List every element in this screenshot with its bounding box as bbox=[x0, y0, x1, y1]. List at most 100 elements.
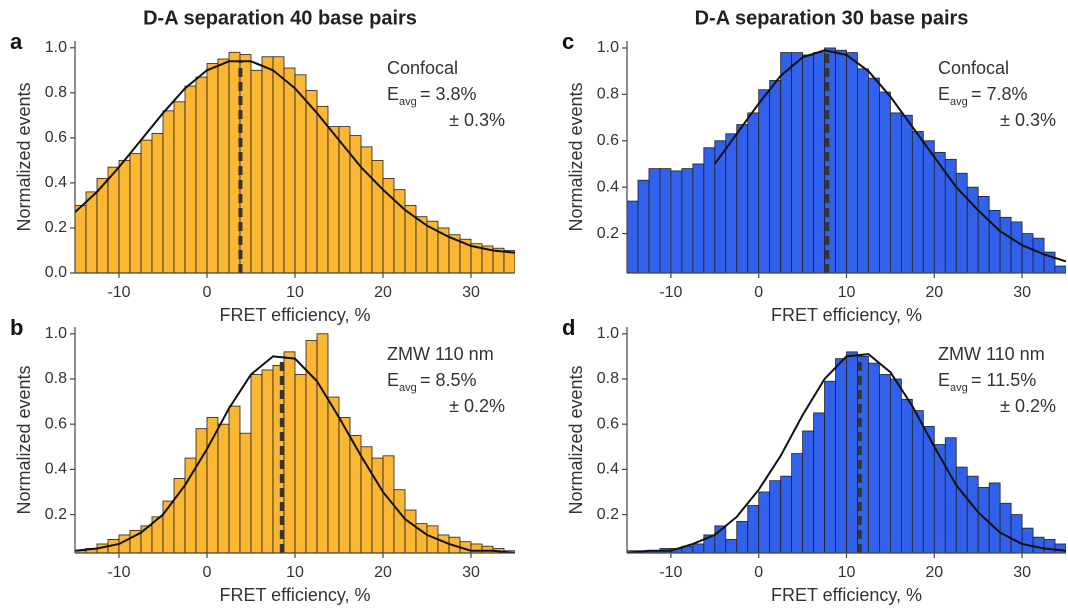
y-tick-label: 0.4 bbox=[45, 461, 67, 478]
bar bbox=[758, 491, 771, 553]
x-tick-label: 0 bbox=[203, 564, 212, 581]
annotation-method: Confocal bbox=[387, 58, 458, 78]
y-tick-label: 0.6 bbox=[597, 415, 619, 432]
bar bbox=[900, 114, 913, 273]
y-tick-label: 0.8 bbox=[597, 370, 619, 387]
bar bbox=[1010, 514, 1023, 553]
y-tick-label: 0.4 bbox=[597, 178, 619, 195]
annotation-error: ± 0.3% bbox=[1000, 110, 1056, 130]
y-tick-label: 0.6 bbox=[45, 129, 67, 146]
bar bbox=[250, 374, 263, 553]
x-tick-label: 10 bbox=[286, 564, 304, 581]
x-axis-label: FRET efficiency, % bbox=[771, 305, 922, 325]
bar bbox=[637, 179, 650, 273]
y-tick-label: 0.2 bbox=[45, 219, 67, 236]
bar bbox=[758, 89, 771, 273]
bar bbox=[988, 209, 1001, 273]
x-tick-label: 20 bbox=[925, 564, 943, 581]
bar bbox=[725, 133, 738, 273]
panel: 0.0 0.2 0.4 0.6 0.8 1.0 -10 0 10 20 30 FRET efficie… bbox=[10, 7, 515, 325]
bar bbox=[703, 147, 716, 273]
bar bbox=[393, 489, 406, 553]
bar bbox=[747, 112, 760, 273]
x-axis-label: FRET efficiency, % bbox=[219, 305, 370, 325]
fit-curve bbox=[627, 353, 1066, 553]
y-tick-label: 0.8 bbox=[45, 370, 67, 387]
x-tick-label: 30 bbox=[462, 564, 480, 581]
bar bbox=[151, 132, 164, 273]
bar bbox=[835, 49, 847, 273]
annotation-error: ± 0.2% bbox=[1000, 396, 1056, 416]
annotation-symbol: E bbox=[387, 370, 399, 390]
bar bbox=[1032, 237, 1045, 273]
bar bbox=[846, 52, 858, 273]
chart-title: D-A separation 30 base pairs bbox=[695, 7, 969, 29]
bar bbox=[944, 158, 957, 273]
bar bbox=[868, 362, 880, 553]
y-axis-label: Normalized events bbox=[566, 82, 586, 231]
bar bbox=[217, 58, 230, 273]
bar bbox=[162, 110, 175, 273]
annotation-symbol: E bbox=[938, 84, 950, 104]
panel-letter: a bbox=[10, 29, 23, 54]
bar bbox=[659, 168, 672, 273]
bar bbox=[835, 358, 847, 553]
bar bbox=[96, 177, 109, 273]
annotation-value: = 3.8% bbox=[420, 84, 477, 104]
bar bbox=[503, 250, 515, 273]
bar bbox=[769, 80, 782, 273]
bar bbox=[118, 159, 131, 273]
bar bbox=[933, 444, 946, 553]
bar bbox=[184, 85, 197, 273]
fit-curve bbox=[75, 355, 515, 553]
y-axis-label: Normalized events bbox=[14, 365, 34, 514]
annotation-value: = 7.8% bbox=[971, 84, 1028, 104]
annotation-method: Confocal bbox=[938, 58, 1009, 78]
x-tick-label: 30 bbox=[1013, 564, 1031, 581]
bar bbox=[107, 166, 120, 273]
bar bbox=[173, 101, 186, 273]
bar bbox=[802, 54, 814, 273]
annotation-error: ± 0.3% bbox=[449, 110, 505, 130]
plot-area bbox=[627, 47, 1066, 273]
x-tick-label: -10 bbox=[659, 284, 682, 301]
bar bbox=[802, 430, 814, 553]
bar bbox=[999, 502, 1012, 553]
bar bbox=[85, 191, 98, 273]
annotation-subscript: avg bbox=[950, 96, 968, 108]
annotation-subscript: avg bbox=[950, 382, 968, 394]
x-tick-label: -10 bbox=[659, 564, 682, 581]
x-axis-label: FRET efficiency, % bbox=[219, 585, 370, 605]
y-tick-label: 0.6 bbox=[597, 132, 619, 149]
y-tick-label: 1.0 bbox=[597, 39, 619, 56]
plot-area bbox=[75, 333, 515, 553]
bar bbox=[250, 69, 263, 273]
bar bbox=[261, 56, 274, 273]
bar bbox=[140, 139, 153, 273]
bar bbox=[184, 457, 197, 553]
x-tick-label: 30 bbox=[462, 284, 480, 301]
x-axis-label: FRET efficiency, % bbox=[771, 585, 922, 605]
bar bbox=[338, 126, 351, 273]
bar bbox=[316, 333, 329, 553]
x-tick-label: 0 bbox=[203, 284, 212, 301]
bar bbox=[371, 159, 384, 273]
bar bbox=[1021, 527, 1034, 553]
annotation-method: ZMW 110 nm bbox=[387, 344, 494, 364]
bar bbox=[1010, 221, 1023, 273]
y-tick-label: 0.2 bbox=[597, 506, 619, 523]
bar bbox=[846, 351, 858, 553]
y-tick-label: 0.0 bbox=[45, 264, 67, 281]
bar bbox=[780, 52, 793, 273]
bar bbox=[195, 76, 208, 273]
bar bbox=[890, 378, 902, 553]
bar bbox=[437, 534, 450, 553]
panel-letter: c bbox=[562, 29, 574, 54]
x-tick-label: 30 bbox=[1013, 284, 1031, 301]
bar bbox=[900, 398, 913, 553]
bar bbox=[173, 478, 186, 553]
y-tick-label: 0.2 bbox=[597, 225, 619, 242]
bar bbox=[911, 131, 924, 273]
bar bbox=[118, 534, 131, 553]
panel: 0.2 0.4 0.6 0.8 1.0 -10 0 10 20 30 FRET efficiency… bbox=[10, 315, 515, 605]
